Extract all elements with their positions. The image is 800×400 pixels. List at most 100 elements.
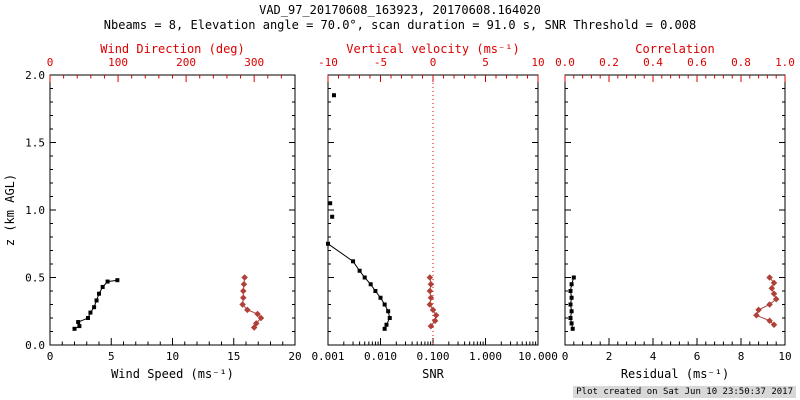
bottom-tick-label: 8: [738, 350, 745, 363]
data-point: [427, 280, 435, 288]
y-axis-label: z (km AGL): [3, 174, 17, 246]
top-tick-label: 0.6: [687, 56, 707, 69]
data-point: [770, 279, 778, 287]
bottom-tick-label: 0: [47, 350, 54, 363]
creation-timestamp: Plot created on Sat Jun 10 23:50:37 2017: [573, 386, 796, 398]
data-point: [386, 309, 391, 314]
data-point: [431, 317, 439, 324]
top-tick-label: 0: [47, 56, 54, 69]
top-tick-label: 100: [108, 56, 128, 69]
y-tick-label: 0.0: [25, 339, 45, 352]
data-point: [755, 306, 762, 314]
bottom-tick-label: 0: [562, 350, 569, 363]
data-point: [357, 268, 362, 273]
data-point: [378, 295, 383, 300]
top-tick-label: 5: [482, 56, 489, 69]
plot-subtitle: Nbeams = 8, Elevation angle = 70.0°, sca…: [103, 18, 697, 32]
data-point: [753, 312, 760, 319]
data-point: [241, 274, 248, 281]
data-point: [244, 306, 251, 314]
data-point: [569, 309, 574, 314]
data-point: [569, 321, 574, 326]
bottom-tick-label: 4: [650, 350, 657, 363]
data-point: [766, 301, 773, 308]
wind-speed-series: [72, 278, 120, 331]
top-axis-label: Vertical velocity (ms⁻¹): [346, 42, 519, 56]
panel-frame: [564, 74, 786, 346]
data-point: [240, 280, 248, 288]
top-tick-label: 0.4: [643, 56, 663, 69]
bottom-tick-label: 6: [694, 350, 701, 363]
data-point: [382, 326, 387, 331]
data-point: [384, 322, 389, 327]
top-tick-label: -10: [318, 56, 338, 69]
data-point: [100, 284, 105, 289]
data-point: [426, 274, 434, 281]
data-point: [331, 93, 336, 98]
bottom-tick-label: 10.000: [518, 350, 558, 363]
bottom-axis-label: Wind Speed (ms⁻¹): [111, 367, 234, 381]
y-tick-label: 1.5: [25, 137, 45, 150]
data-point: [429, 306, 437, 314]
data-point: [382, 302, 387, 307]
bottom-tick-label: 5: [108, 350, 115, 363]
bottom-tick-label: 0.001: [311, 350, 344, 363]
bottom-tick-label: 15: [227, 350, 240, 363]
plot-title: VAD_97_20170608_163923, 20170608.164020: [259, 3, 541, 17]
top-tick-label: 1.0: [775, 56, 795, 69]
bottom-tick-label: 0.100: [416, 350, 449, 363]
vertical-velocity-series: [426, 274, 440, 330]
data-point: [351, 259, 356, 264]
data-point: [768, 285, 776, 292]
top-axis-label: Wind Direction (deg): [100, 42, 245, 56]
residual-series: [568, 275, 576, 331]
bottom-tick-label: 1.000: [469, 350, 502, 363]
data-point: [427, 294, 435, 302]
bottom-axis-label: SNR: [422, 367, 444, 381]
data-point: [72, 326, 77, 331]
data-point: [770, 321, 778, 329]
top-tick-label: 0: [430, 56, 437, 69]
data-point: [571, 275, 576, 280]
data-point: [250, 324, 258, 331]
panel-residual: 0 2 4 6 8 10 Residual (ms⁻¹) 0.0 0.2 0.4 0.6 0.8 1.0…: [555, 42, 795, 381]
data-point: [240, 287, 247, 295]
data-point: [570, 326, 575, 331]
data-point: [330, 214, 335, 219]
top-tick-label: 0.8: [731, 56, 751, 69]
data-point: [427, 322, 435, 330]
data-point: [368, 282, 373, 287]
data-point: [92, 305, 97, 310]
data-point: [373, 289, 378, 293]
data-point: [240, 294, 247, 302]
top-tick-label: -5: [374, 56, 387, 69]
correlation-series: [753, 274, 780, 329]
data-point: [328, 201, 333, 206]
data-point: [326, 241, 330, 246]
data-point: [568, 289, 573, 293]
data-point: [115, 278, 120, 283]
bottom-axis-label: Residual (ms⁻¹): [621, 367, 729, 381]
bottom-tick-label: 20: [288, 350, 301, 363]
y-tick-label: 1.0: [25, 204, 45, 217]
data-point: [76, 320, 81, 325]
data-point: [257, 314, 265, 322]
top-tick-label: 200: [176, 56, 196, 69]
data-point: [568, 316, 573, 320]
data-point: [239, 301, 246, 308]
snr-profile-series: [326, 241, 392, 331]
data-point: [77, 324, 82, 329]
bottom-tick-label: 0.010: [364, 350, 397, 363]
bottom-tick-label: 2: [606, 350, 613, 363]
panel-frame: [49, 74, 296, 346]
data-point: [569, 295, 574, 300]
data-point: [772, 295, 780, 303]
wind-direction-series: [239, 274, 265, 331]
data-point: [94, 298, 99, 303]
bottom-tick-label: 10: [166, 350, 179, 363]
data-point: [766, 317, 773, 324]
data-point: [97, 291, 101, 296]
data-point: [254, 310, 261, 318]
top-tick-label: 0.2: [599, 56, 619, 69]
